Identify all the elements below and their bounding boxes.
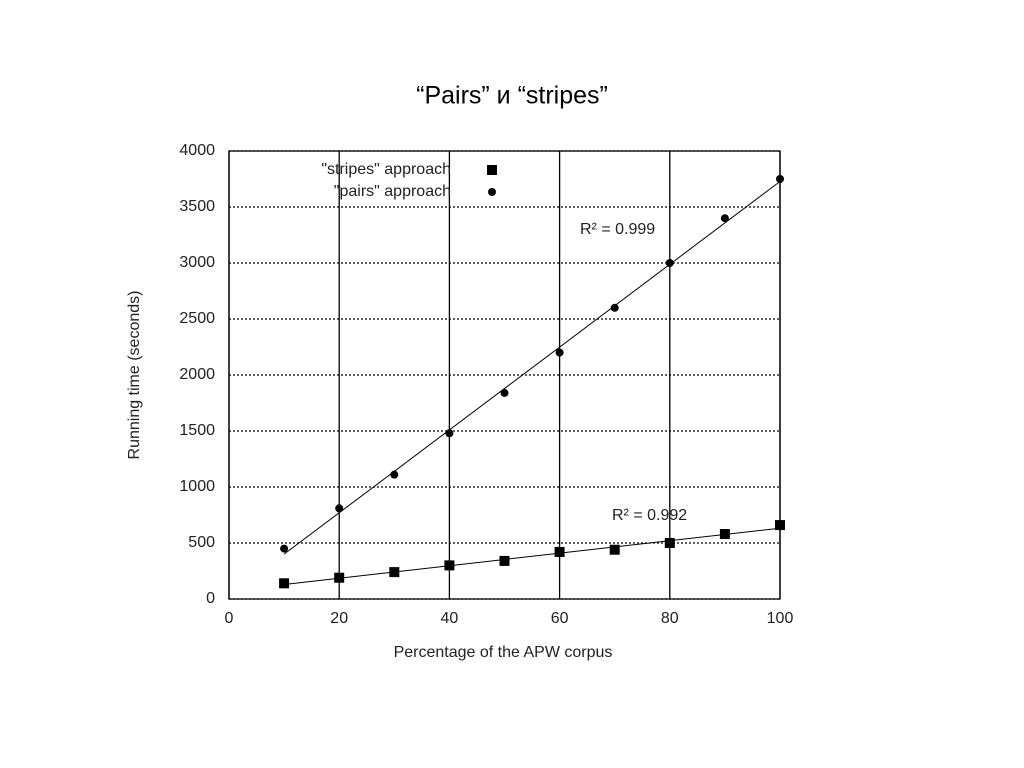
point [719,529,730,540]
point [390,470,399,479]
x-tick-label: 20 [330,610,348,627]
point [720,214,729,223]
x-tick-label: 100 [767,610,794,627]
point [555,348,564,357]
point [554,546,565,557]
point [665,259,674,267]
point [280,544,289,553]
y-tick-label: 3000 [179,254,215,271]
y-axis-label: Running time (seconds) [126,291,143,460]
y-tick-label: 1000 [179,478,215,495]
legend-marker [487,165,497,175]
x-tick-label: 0 [225,610,234,627]
legend-marker [488,188,496,196]
y-tick-label: 2500 [179,310,215,327]
legend-label: "stripes" approach [321,161,451,178]
trend-line [284,527,781,585]
point [389,567,400,578]
point [444,560,455,571]
point [776,175,784,183]
x-tick-label: 80 [661,610,679,627]
annotation: R² = 0.992 [612,507,687,524]
slide-title: “Pairs” и “stripes” [416,82,608,110]
plot-frame [228,150,781,600]
point [775,520,785,531]
point [279,578,290,589]
y-tick-label: 3500 [179,198,215,215]
point [334,572,345,583]
point [610,303,619,312]
x-tick-label: 40 [441,610,459,627]
point [335,504,344,513]
y-tick-label: 1500 [179,422,215,439]
x-axis-label: Percentage of the APW corpus [394,644,613,661]
annotation: R² = 0.999 [580,221,655,238]
point [445,429,454,438]
x-tick-label: 60 [551,610,569,627]
point [499,555,510,566]
legend-label: "pairs" approach [334,183,451,200]
point [664,538,675,548]
y-tick-label: 500 [188,534,215,551]
trend-line [283,181,781,555]
point [500,388,509,397]
y-tick-label: 2000 [179,366,215,383]
point [609,544,620,555]
y-tick-label: 0 [206,590,215,607]
y-tick-label: 4000 [179,142,215,159]
